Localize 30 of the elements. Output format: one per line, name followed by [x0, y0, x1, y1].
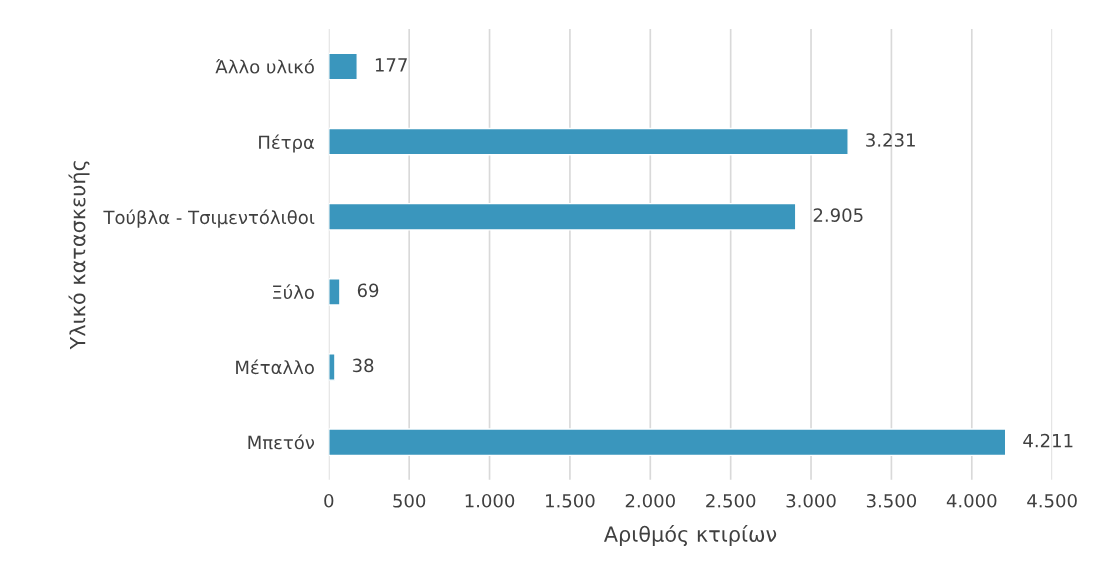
- data-label: 177: [375, 58, 407, 72]
- x-tick-label: 1.000: [465, 493, 515, 508]
- y-tick-label: Τούβλα - Τσιμεντόλιθοι: [103, 209, 315, 228]
- x-tick-label: 500: [393, 493, 426, 508]
- x-tick-label: 4.500: [1027, 493, 1077, 508]
- y-axis-title: Υλικό κατασκευής: [68, 161, 90, 350]
- data-label: 3.231: [866, 133, 915, 147]
- x-tick-label: 2.500: [706, 493, 756, 508]
- x-tick-label: 3.500: [866, 493, 917, 508]
- data-label: 2.905: [813, 208, 863, 222]
- bar: [328, 278, 341, 306]
- y-tick-label: Άλλο υλικό: [215, 58, 314, 74]
- data-label: 69: [357, 283, 379, 298]
- x-tick-label: 1.500: [546, 493, 595, 508]
- bar: [328, 52, 358, 81]
- x-tick-label: 0: [324, 493, 334, 508]
- x-tick-label: 3.000: [786, 493, 836, 508]
- y-tick-label: Μέταλλο: [236, 359, 314, 375]
- data-label: 38: [352, 358, 374, 373]
- bar: [328, 353, 336, 381]
- y-tick-label: Ξύλο: [273, 284, 314, 300]
- data-label: 4.211: [1023, 433, 1073, 448]
- x-axis-title: Αριθμός κτιρίων: [603, 524, 777, 547]
- y-tick-label: Μπετόν: [248, 434, 315, 450]
- bar: [328, 127, 849, 156]
- y-tick-label: Πέτρα: [259, 134, 315, 153]
- x-tick-label: 4.000: [946, 493, 997, 508]
- bar: [328, 202, 797, 231]
- x-tick-label: 2.000: [625, 493, 675, 508]
- bar: [328, 428, 1007, 457]
